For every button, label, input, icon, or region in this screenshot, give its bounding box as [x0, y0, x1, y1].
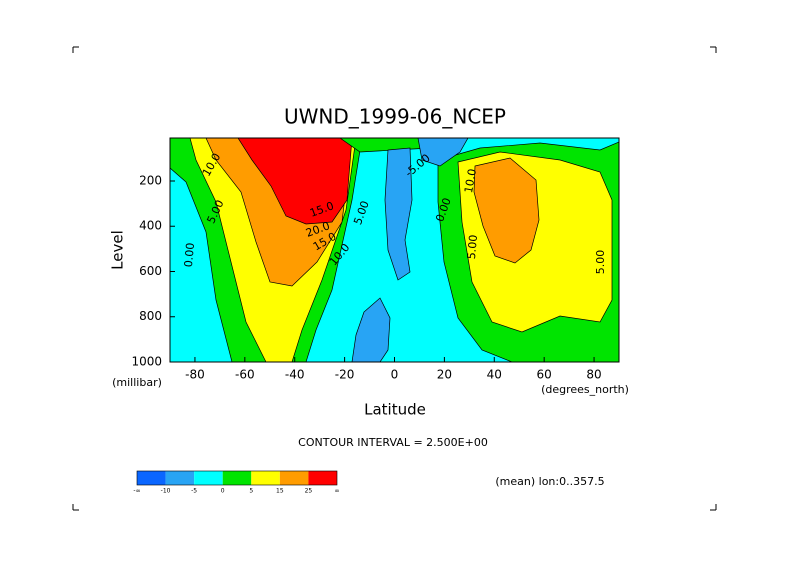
corner-mark — [710, 46, 717, 53]
colorbar-box — [251, 471, 280, 485]
colorbar-label: -∞ — [133, 488, 140, 495]
fill-region — [417, 138, 469, 167]
x-tick-label: 40 — [487, 368, 502, 382]
x-tick-label: 20 — [437, 368, 452, 382]
colorbar-label: ∞ — [335, 488, 340, 495]
corner-mark — [710, 504, 717, 511]
contour-label: 10.0 — [462, 168, 479, 194]
x-tick-label: -20 — [335, 368, 355, 382]
colorbar-box — [222, 471, 252, 485]
y-tick-label: 600 — [139, 264, 162, 278]
y-units: (millibar) — [112, 376, 162, 389]
fill-region — [473, 157, 540, 264]
corner-mark — [72, 504, 79, 511]
colorbar-label: 0 — [221, 488, 225, 495]
colorbar-box — [194, 471, 223, 485]
colorbar-label: 15 — [276, 488, 284, 495]
x-tick-label: -60 — [235, 368, 255, 382]
x-units: (degrees_north) — [541, 383, 629, 396]
x-tick-label: -80 — [185, 368, 205, 382]
y-tick-label: 200 — [139, 173, 162, 187]
y-tick-label: 400 — [139, 219, 162, 233]
x-tick-label: 60 — [537, 368, 552, 382]
colorbar-box — [137, 471, 166, 485]
x-tick-label: 80 — [586, 368, 601, 382]
x-axis-label: Latitude — [364, 401, 426, 419]
contour-label: 5.00 — [594, 250, 607, 275]
colorbar-label: 25 — [305, 488, 313, 495]
colorbar-frame — [136, 470, 338, 486]
contour-field: 10.05.000.0015.020.015.010.05.00-5.000.0… — [170, 138, 619, 362]
y-axis-label: Level — [109, 230, 127, 270]
chart-title: UWND_1999-06_NCEP — [284, 105, 506, 129]
colorbar-label: -10 — [161, 488, 171, 495]
colorbar-box — [279, 471, 309, 485]
colorbar-box — [165, 471, 195, 485]
x-tick-label: 0 — [391, 368, 399, 382]
contour-interval: CONTOUR INTERVAL = 2.500E+00 — [298, 436, 488, 449]
colorbar-box — [308, 471, 337, 485]
colorbar-label: 5 — [249, 488, 253, 495]
colorbar-label: -5 — [191, 488, 197, 495]
x-tick-label: -40 — [285, 368, 305, 382]
fill-region — [237, 138, 353, 225]
contour-label: 0.00 — [182, 242, 197, 268]
fill-region — [339, 138, 441, 153]
fill-region — [384, 147, 413, 281]
contour-label: 5.00 — [465, 234, 480, 260]
annotation: (mean) lon:0..357.5 — [495, 475, 604, 488]
fill-region — [351, 297, 391, 362]
y-tick-label: 1000 — [131, 355, 162, 369]
y-tick-label: 800 — [139, 309, 162, 323]
corner-mark — [72, 46, 79, 53]
